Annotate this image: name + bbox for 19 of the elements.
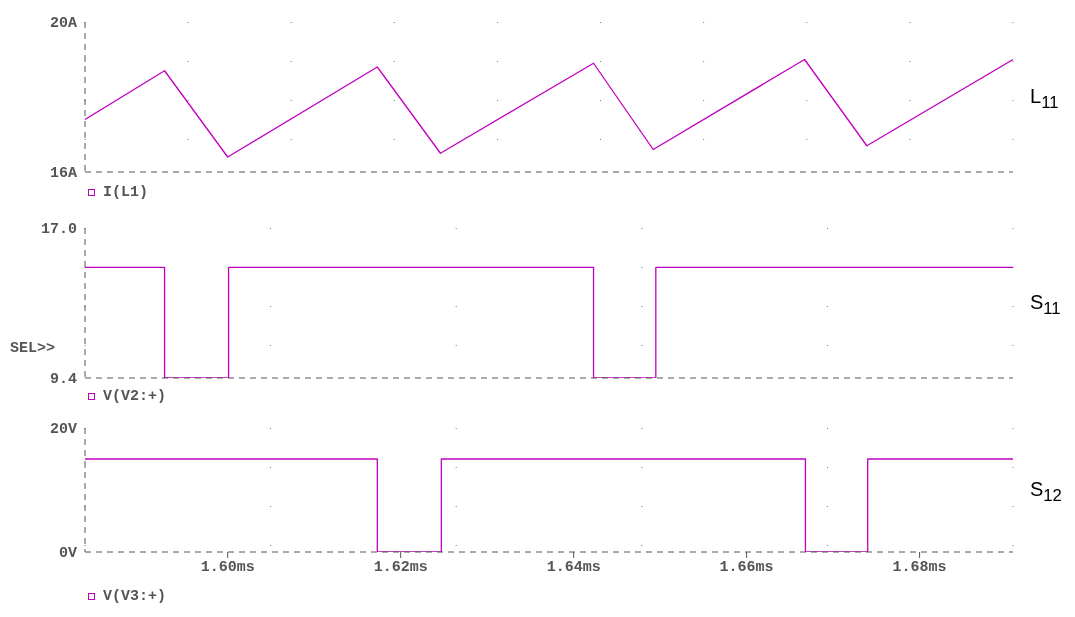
x-tick-label: 1.62ms bbox=[373, 558, 428, 576]
y-tick-label: 20A bbox=[49, 15, 77, 33]
y-tick-label: 9.4 bbox=[49, 371, 77, 389]
x-tick-label: 1.64ms bbox=[546, 558, 601, 576]
legend-label: I(L1) bbox=[103, 184, 149, 201]
y-tick-label: 16A bbox=[49, 165, 77, 183]
text: S$_{11}$ bbox=[1030, 291, 1061, 319]
x-tick-label: 1.60ms bbox=[200, 558, 255, 576]
line-series bbox=[85, 58, 1013, 158]
x-tick-label: 1.68ms bbox=[892, 558, 947, 576]
y-tick-label: 0V bbox=[58, 545, 77, 563]
text: S$_{12}$ bbox=[1030, 478, 1062, 506]
text: L$_{11}$ bbox=[1030, 85, 1059, 113]
x-tick-label: 1.66ms bbox=[719, 558, 774, 576]
legend-label: V(V3:+) bbox=[103, 588, 167, 605]
text: SEL>> bbox=[10, 340, 56, 357]
y-tick-label: 17.0 bbox=[40, 221, 77, 239]
legend-label: V(V2:+) bbox=[103, 388, 167, 405]
y-tick-label: 20V bbox=[49, 421, 77, 439]
